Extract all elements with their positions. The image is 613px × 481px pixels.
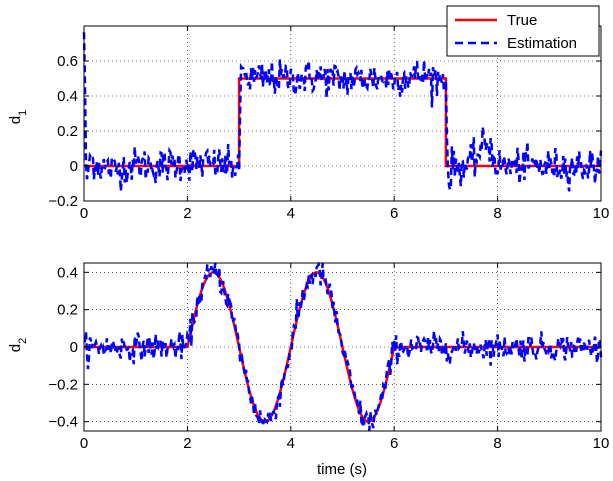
- bottom-series: [83, 261, 603, 431]
- y-tick-label: −0.2: [48, 193, 78, 210]
- top-panel: 0 2 4 6 8 10−0.200.20.40.6 d1 True Estimation: [7, 5, 609, 222]
- y-tick-label: 0: [70, 339, 78, 356]
- legend-box: [446, 5, 600, 57]
- y-tick-label: 0.6: [57, 53, 78, 70]
- x-tick-label: 8: [493, 205, 501, 222]
- top-ylabel: d1: [7, 110, 29, 124]
- bottom-ticks: 0 2 4 6 8 10 −0.4 −0.2 0 0.2 0.4: [48, 263, 609, 452]
- top-ticks: 0 2 4 6 8 10−0.200.20.40.6: [48, 26, 609, 222]
- x-tick-label: 6: [390, 435, 398, 452]
- x-tick-label: 4: [287, 435, 295, 452]
- top-series: [82, 32, 603, 195]
- x-tick-label: 8: [493, 435, 501, 452]
- legend-true-label: True: [507, 12, 537, 29]
- bottom-panel: 0 2 4 6 8 10 −0.4 −0.2 0 0.2 0.4 d2 time (s): [7, 261, 609, 478]
- bottom-xlabel: time (s): [317, 461, 367, 478]
- y-tick-label: 0.4: [57, 264, 78, 281]
- x-tick-label: 0: [80, 205, 88, 222]
- y-tick-label: 0: [70, 158, 78, 175]
- series-estimation-line: [83, 261, 603, 431]
- top-axes-frame: [83, 25, 602, 202]
- x-tick-label: 4: [287, 205, 295, 222]
- y-tick-label: 0.2: [57, 302, 78, 319]
- x-tick-label: 10: [593, 205, 610, 222]
- x-tick-label: 6: [390, 205, 398, 222]
- x-tick-label: 2: [183, 205, 191, 222]
- x-tick-label: 2: [183, 435, 191, 452]
- y-tick-label: −0.4: [48, 414, 78, 431]
- y-tick-label: −0.2: [48, 376, 78, 393]
- legend: True Estimation: [446, 5, 600, 57]
- legend-estimation-label: Estimation: [507, 35, 577, 52]
- y-tick-label: 0.2: [57, 123, 78, 140]
- bottom-ylabel: d2: [7, 338, 29, 352]
- x-tick-label: 0: [80, 435, 88, 452]
- x-tick-label: 10: [593, 435, 610, 452]
- y-tick-label: 0.4: [57, 88, 78, 105]
- series-estimation-line: [82, 32, 603, 195]
